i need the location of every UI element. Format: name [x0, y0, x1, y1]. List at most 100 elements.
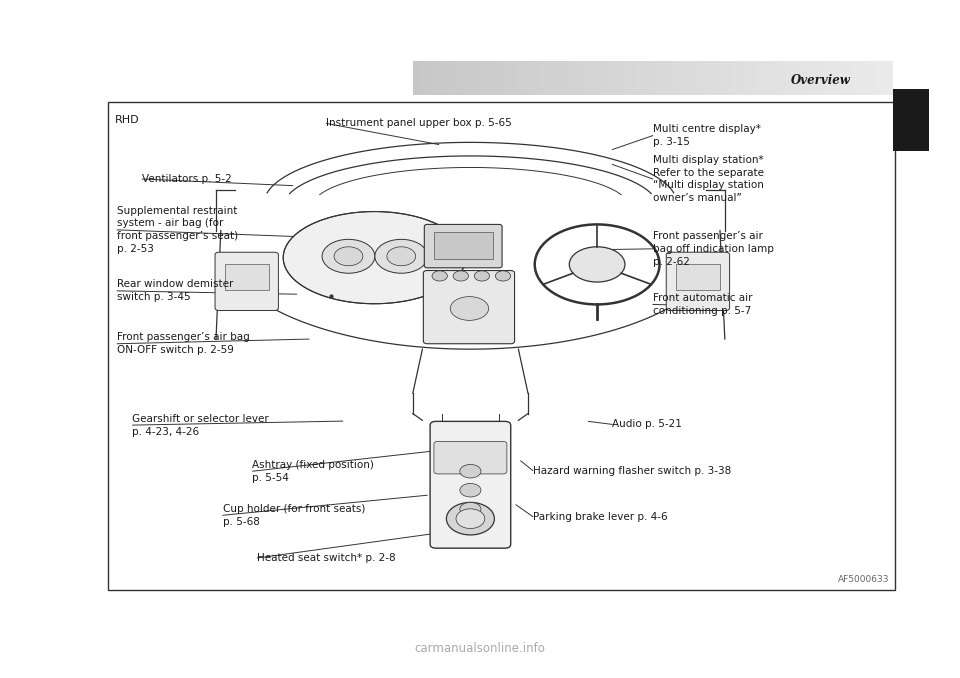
Bar	[802, 61, 806, 95]
Text: Front automatic air
conditioning p. 5-7: Front automatic air conditioning p. 5-7	[653, 293, 753, 316]
Bar	[470, 61, 475, 95]
Bar	[773, 61, 778, 95]
Bar	[586, 61, 590, 95]
FancyBboxPatch shape	[215, 252, 278, 311]
Bar	[225, 264, 269, 290]
Bar	[533, 61, 538, 95]
Text: RHD: RHD	[115, 115, 140, 125]
Bar	[778, 61, 782, 95]
Bar	[691, 61, 696, 95]
Text: Supplemental restraint
system - air bag (for
front passenger’s seat)
p. 2-53: Supplemental restraint system - air bag …	[117, 205, 238, 254]
Bar	[662, 61, 667, 95]
Ellipse shape	[334, 247, 363, 266]
Bar	[797, 61, 802, 95]
Ellipse shape	[460, 464, 481, 478]
FancyBboxPatch shape	[666, 252, 730, 311]
Bar	[499, 61, 504, 95]
Bar	[883, 61, 888, 95]
Ellipse shape	[460, 502, 481, 516]
Bar	[600, 61, 605, 95]
Bar	[518, 61, 523, 95]
Bar	[475, 61, 480, 95]
Bar	[653, 61, 658, 95]
Bar	[667, 61, 672, 95]
Bar	[610, 61, 614, 95]
FancyBboxPatch shape	[434, 441, 507, 474]
Bar	[821, 61, 826, 95]
Ellipse shape	[387, 247, 416, 266]
Bar	[619, 61, 624, 95]
Ellipse shape	[569, 247, 625, 282]
Bar	[571, 61, 576, 95]
Bar	[624, 61, 629, 95]
Bar	[677, 61, 682, 95]
Text: Front passenger’s air bag
ON-OFF switch p. 2-59: Front passenger’s air bag ON-OFF switch …	[117, 332, 250, 355]
Text: Hazard warning flasher switch p. 3-38: Hazard warning flasher switch p. 3-38	[533, 466, 732, 475]
Bar	[634, 61, 638, 95]
Bar	[528, 61, 533, 95]
Bar	[485, 61, 490, 95]
Bar	[787, 61, 792, 95]
Bar	[816, 61, 821, 95]
Bar	[749, 61, 754, 95]
Bar	[451, 61, 456, 95]
Bar	[509, 61, 514, 95]
Bar	[763, 61, 768, 95]
Bar	[706, 61, 710, 95]
Bar	[427, 61, 432, 95]
Bar	[562, 61, 566, 95]
Bar	[442, 61, 446, 95]
Bar	[715, 61, 720, 95]
Bar	[547, 61, 552, 95]
Text: Overview: Overview	[791, 74, 851, 87]
FancyBboxPatch shape	[423, 271, 515, 344]
Text: Instrument panel upper box p. 5-65: Instrument panel upper box p. 5-65	[326, 119, 512, 128]
Ellipse shape	[283, 212, 466, 304]
Bar	[696, 61, 701, 95]
Text: Heated seat switch* p. 2-8: Heated seat switch* p. 2-8	[257, 553, 396, 563]
FancyBboxPatch shape	[424, 224, 502, 268]
Bar	[878, 61, 883, 95]
Bar	[614, 61, 619, 95]
Bar	[730, 61, 734, 95]
Text: Ashtray (fixed position)
p. 5-54: Ashtray (fixed position) p. 5-54	[252, 460, 374, 483]
Bar	[446, 61, 451, 95]
Ellipse shape	[374, 239, 427, 273]
Bar	[893, 89, 929, 151]
Bar	[811, 61, 816, 95]
Bar	[850, 61, 854, 95]
Text: Gearshift or selector lever
p. 4-23, 4-26: Gearshift or selector lever p. 4-23, 4-2…	[132, 414, 269, 437]
Bar	[676, 264, 720, 290]
Bar	[874, 61, 878, 95]
Bar	[595, 61, 600, 95]
Bar	[859, 61, 864, 95]
Ellipse shape	[323, 239, 375, 273]
Bar	[590, 61, 595, 95]
Bar	[514, 61, 518, 95]
Bar	[888, 61, 893, 95]
Bar	[480, 61, 485, 95]
Bar	[643, 61, 648, 95]
Bar	[576, 61, 581, 95]
Ellipse shape	[446, 502, 494, 535]
Bar	[826, 61, 830, 95]
Bar	[739, 61, 744, 95]
Bar	[806, 61, 811, 95]
Bar	[830, 61, 835, 95]
Bar	[768, 61, 773, 95]
Bar	[658, 61, 662, 95]
Bar	[504, 61, 509, 95]
Bar	[744, 61, 749, 95]
Bar	[566, 61, 571, 95]
Bar	[734, 61, 739, 95]
Text: AF5000633: AF5000633	[837, 576, 889, 584]
Bar	[432, 61, 437, 95]
Bar	[422, 61, 427, 95]
Bar	[466, 61, 470, 95]
Bar	[552, 61, 557, 95]
Bar	[840, 61, 845, 95]
Bar	[845, 61, 850, 95]
Bar	[437, 61, 442, 95]
FancyBboxPatch shape	[430, 421, 511, 548]
Bar	[413, 61, 418, 95]
